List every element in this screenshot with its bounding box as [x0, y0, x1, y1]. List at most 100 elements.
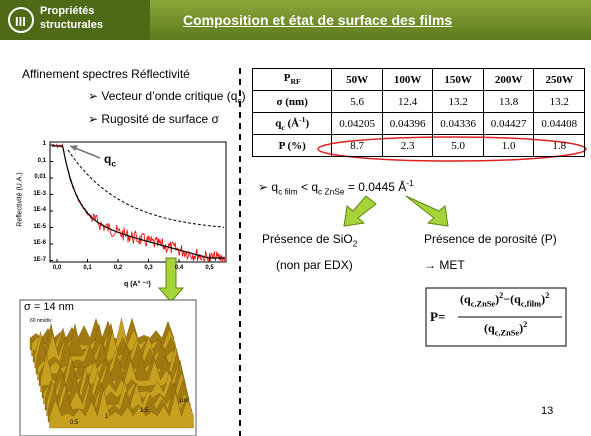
section-number: III	[15, 14, 26, 29]
plot	[49, 141, 227, 263]
formula-den: (qc,ZnSe)2	[484, 320, 527, 337]
title: Composition et état de surface des films	[183, 12, 453, 28]
cell: 12.4	[381, 90, 434, 113]
text: c film	[278, 186, 298, 197]
y-tick-label: 1E-5	[33, 223, 46, 230]
text: q	[464, 292, 471, 306]
formula-lhs: P=	[430, 309, 445, 325]
text: Présence de porosité (P)	[424, 232, 557, 246]
row: σ (nm) 5.6 12.4 13.2 13.8 13.2	[251, 90, 585, 113]
x-tick-label: 0,2	[113, 265, 123, 271]
cell: 1.8	[533, 134, 585, 157]
text: P (%)	[278, 139, 306, 152]
green-arrow	[157, 257, 185, 303]
cell: 1.0	[482, 134, 535, 157]
cell: 13.2	[533, 90, 585, 113]
text: = 0.0445 Å	[344, 180, 407, 194]
text: (	[510, 292, 515, 306]
text: c,ZnSe	[470, 299, 496, 309]
text: 2	[545, 291, 550, 300]
cell: 0.04427	[482, 112, 535, 135]
y-label: Reflectivité (U.A.)	[16, 172, 24, 227]
text: q	[104, 152, 112, 166]
cell: 0.04408	[533, 112, 585, 135]
afm-unit: µm	[180, 398, 189, 404]
text: )	[241, 89, 246, 103]
cell: σ (nm)	[251, 90, 333, 113]
text: P	[283, 72, 291, 85]
cell: 5.0	[432, 134, 484, 157]
y-tick-label: 1	[42, 141, 46, 147]
green-arrow	[343, 195, 377, 227]
text: )	[519, 321, 524, 335]
text: q	[275, 117, 282, 130]
text: Présence de SiO2	[262, 232, 357, 248]
text: q	[311, 180, 318, 194]
row: P (%) 8.7 2.3 5.0 1.0 1.8	[251, 134, 585, 157]
cell: P (%)	[251, 134, 333, 157]
x-tick-label: 0,0	[52, 265, 62, 271]
text: )	[495, 292, 500, 306]
afm-tick: 1	[105, 414, 109, 420]
text: )	[541, 292, 546, 306]
arrow-head	[70, 145, 78, 151]
text: Propriétés	[40, 5, 95, 17]
header-row: PRF 50W 100W 150W 200W 250W	[251, 68, 585, 91]
bullet: ➢ Vecteur d’onde critique (qc)	[88, 89, 246, 106]
text: → MET	[424, 258, 465, 272]
text: −	[503, 292, 511, 306]
afm-tick: 1.5	[140, 408, 149, 414]
cell: PRF	[251, 68, 333, 91]
text: c	[111, 158, 117, 169]
afm-ridge	[47, 382, 193, 423]
x-tick-label: 0,5	[205, 265, 214, 271]
text: 2	[499, 291, 504, 300]
text: Présence de SiO	[262, 232, 353, 246]
cell: 250W	[533, 68, 585, 91]
text: structurales	[40, 19, 103, 31]
y-tick-label: 0,01	[34, 174, 46, 180]
table: PRF 50W 100W 150W 200W 250W σ (nm) 5.6 12.4 13.2 1…	[251, 68, 585, 157]
fit-curve	[52, 145, 225, 259]
y-tick-label: 1E-7	[33, 256, 46, 263]
cell: 2.3	[381, 134, 434, 157]
afm-ridge	[49, 389, 194, 429]
green-arrow	[405, 195, 449, 227]
text: =	[437, 309, 446, 324]
cell: 13.8	[482, 90, 535, 113]
text: c,ZnSe	[494, 328, 520, 338]
text: σ (nm)	[276, 95, 308, 108]
afm-scale: 60 nm/div	[30, 318, 52, 324]
x-label: q (A° ⁻¹)	[124, 281, 151, 288]
text: 2	[523, 320, 528, 329]
formula-num: (qc,ZnSe)2−(qc,film)2	[460, 291, 549, 308]
text: (	[460, 292, 464, 306]
text: c	[237, 95, 242, 106]
plot-frame	[49, 141, 227, 263]
section-box	[0, 0, 150, 40]
section-circle	[8, 7, 34, 33]
reference-curve	[67, 149, 225, 228]
text: (non par EDX)	[276, 258, 353, 272]
statement: ➢ qc film < qc ZnSe = 0.0445 Å-1	[258, 178, 414, 197]
text: q	[488, 321, 495, 335]
text: (Å	[284, 117, 300, 130]
x-tick-label: 0,1	[83, 265, 92, 271]
text: q	[271, 180, 279, 194]
cell: 8.7	[331, 134, 383, 157]
afm-label: σ = 14 nm	[24, 301, 74, 313]
x-tick-label: 0,3	[144, 265, 153, 271]
y-tick-label: 1E-6	[33, 240, 46, 246]
text: (	[484, 321, 488, 335]
row: qc (Å-1) 0.04205 0.04396 0.04336 0.04427 0.04…	[251, 112, 585, 135]
afm-surface	[29, 317, 194, 429]
text: -1	[406, 178, 414, 188]
cell: 13.2	[432, 90, 484, 113]
annotation: qc	[104, 152, 116, 168]
text: c,film	[520, 299, 542, 309]
section-title: Propriétés structurales	[40, 4, 103, 32]
cell: 0.04205	[331, 112, 383, 135]
cell: 0.04336	[432, 112, 484, 135]
